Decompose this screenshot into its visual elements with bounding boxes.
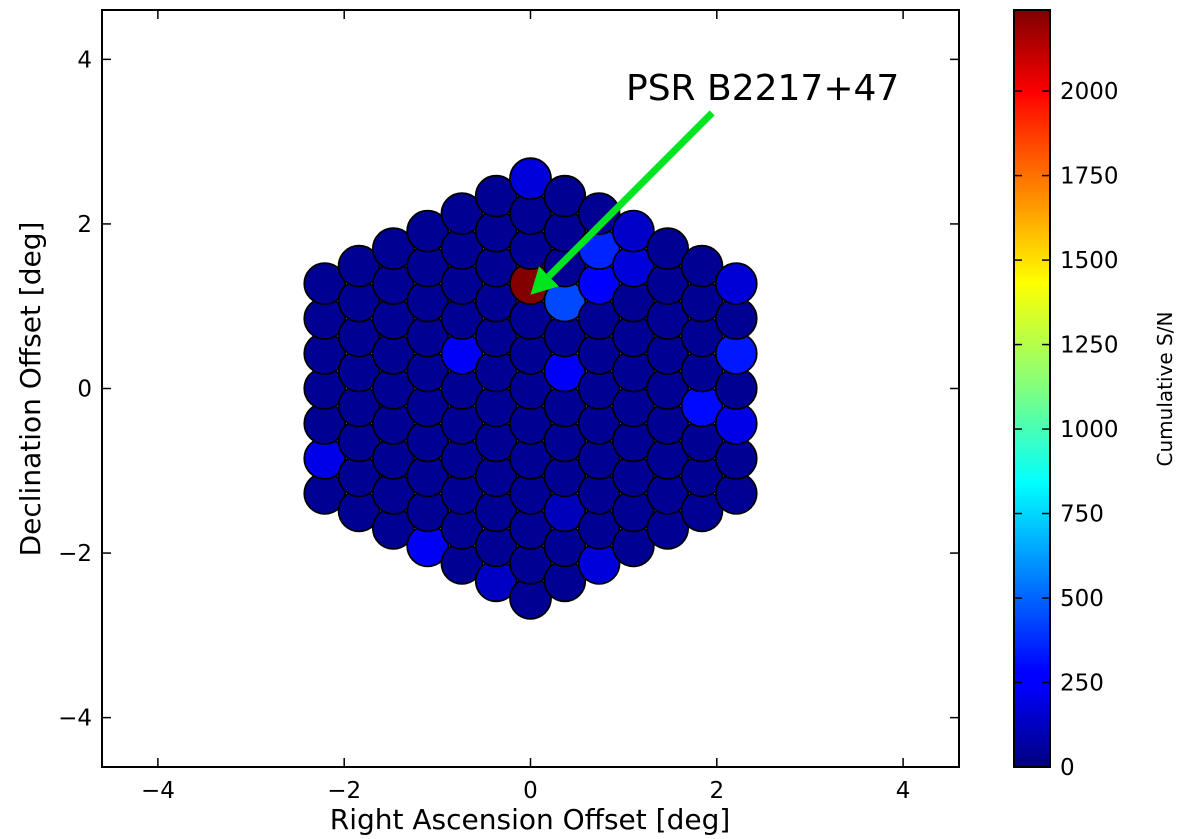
colorbar-tick-label: 1000 (1060, 417, 1119, 443)
colorbar-ticks: 0 250 500 750 1000 1250 1500 1750 2000 (1014, 79, 1119, 781)
beam-marker (577, 192, 621, 236)
annotation-arrow-head (530, 266, 559, 295)
y-tick-label: 0 (77, 377, 92, 403)
beam-marker (680, 244, 724, 288)
beam-marker (406, 209, 450, 253)
colorbar-tick-label: 250 (1060, 671, 1104, 697)
x-tick-label: −4 (141, 778, 175, 804)
pulsar-annotation: PSR B2217+47 (530, 68, 899, 295)
x-tick-label: 0 (523, 778, 538, 804)
beam-marker (509, 157, 552, 201)
x-tick-label: 2 (709, 778, 724, 804)
beam-marker (474, 174, 518, 218)
colorbar: 0 250 500 750 1000 1250 1500 1750 2000 Cumulativ… (1013, 9, 1177, 781)
colorbar-tick-label: 1500 (1060, 248, 1119, 274)
x-axis-label: Right Ascension Offset [deg] (330, 803, 731, 836)
plot-area: PSR B2217+47 (101, 9, 960, 768)
y-tick-label: 4 (77, 47, 92, 73)
field-of-view-circle (235, 93, 826, 684)
beam-marker (337, 244, 381, 288)
colorbar-tick-label: 1750 (1060, 164, 1119, 190)
colorbar-tick-label: 500 (1060, 586, 1104, 612)
y-tick-label: −4 (58, 706, 92, 732)
y-axis-label: Declination Offset [deg] (14, 222, 47, 557)
beam-marker (543, 174, 587, 218)
colorbar-label: Cumulative S/N (1153, 312, 1177, 467)
x-tick-labels: −4 −2 0 2 4 (141, 778, 910, 804)
beam-marker (611, 209, 655, 253)
beam-marker (371, 227, 415, 271)
annotation-arrow (546, 110, 715, 279)
x-tick-label: −2 (327, 778, 361, 804)
beam-marker (714, 262, 758, 305)
y-tick-labels: −4 −2 0 2 4 (58, 47, 92, 731)
x-tick-label: 4 (896, 778, 911, 804)
y-tick-label: 2 (77, 212, 92, 238)
beam-grid (303, 157, 758, 620)
axis-ticks (102, 10, 959, 767)
beam-marker (440, 192, 484, 236)
colorbar-tick-label: 750 (1060, 502, 1104, 528)
beam-marker (646, 227, 690, 271)
y-tick-label: −2 (58, 541, 92, 567)
colorbar-gradient (1013, 9, 1051, 768)
pulsar-label: PSR B2217+47 (626, 68, 899, 109)
colorbar-tick-label: 0 (1060, 755, 1075, 781)
colorbar-tick-label: 1250 (1060, 333, 1119, 359)
beam-marker (303, 262, 347, 305)
colorbar-tick-label: 2000 (1060, 79, 1119, 105)
